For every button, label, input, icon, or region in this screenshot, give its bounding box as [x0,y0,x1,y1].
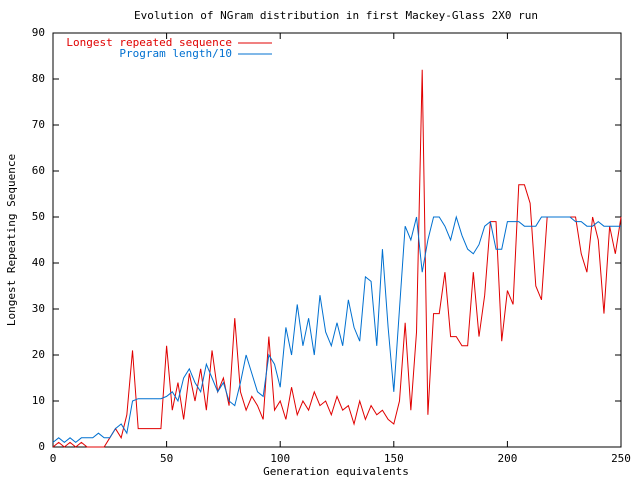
chart-title: Evolution of NGram distribution in first… [134,9,538,22]
legend-label: Program length/10 [119,47,232,60]
y-tick-label: 50 [32,210,45,223]
plot-border [52,32,622,448]
y-tick-label: 80 [32,72,45,85]
y-tick-label: 90 [32,26,45,39]
y-tick-label: 20 [32,348,45,361]
y-tick-label: 10 [32,394,45,407]
y-tick-label: 0 [38,440,45,453]
x-axis-label: Generation equivalents [263,465,409,478]
y-axis-label: Longest Repeating Sequence [5,154,18,326]
x-tick-label: 150 [384,452,404,465]
x-tick-label: 100 [270,452,290,465]
legend-label: Longest repeated sequence [66,36,232,49]
y-tick-label: 30 [32,302,45,315]
x-tick-label: 250 [611,452,631,465]
y-tick-label: 40 [32,256,45,269]
y-tick-label: 60 [32,164,45,177]
series-line [52,69,622,448]
x-tick-label: 200 [497,452,517,465]
y-tick-label: 70 [32,118,45,131]
series-line [52,215,621,444]
x-tick-label: 50 [160,452,173,465]
x-tick-label: 0 [50,452,57,465]
